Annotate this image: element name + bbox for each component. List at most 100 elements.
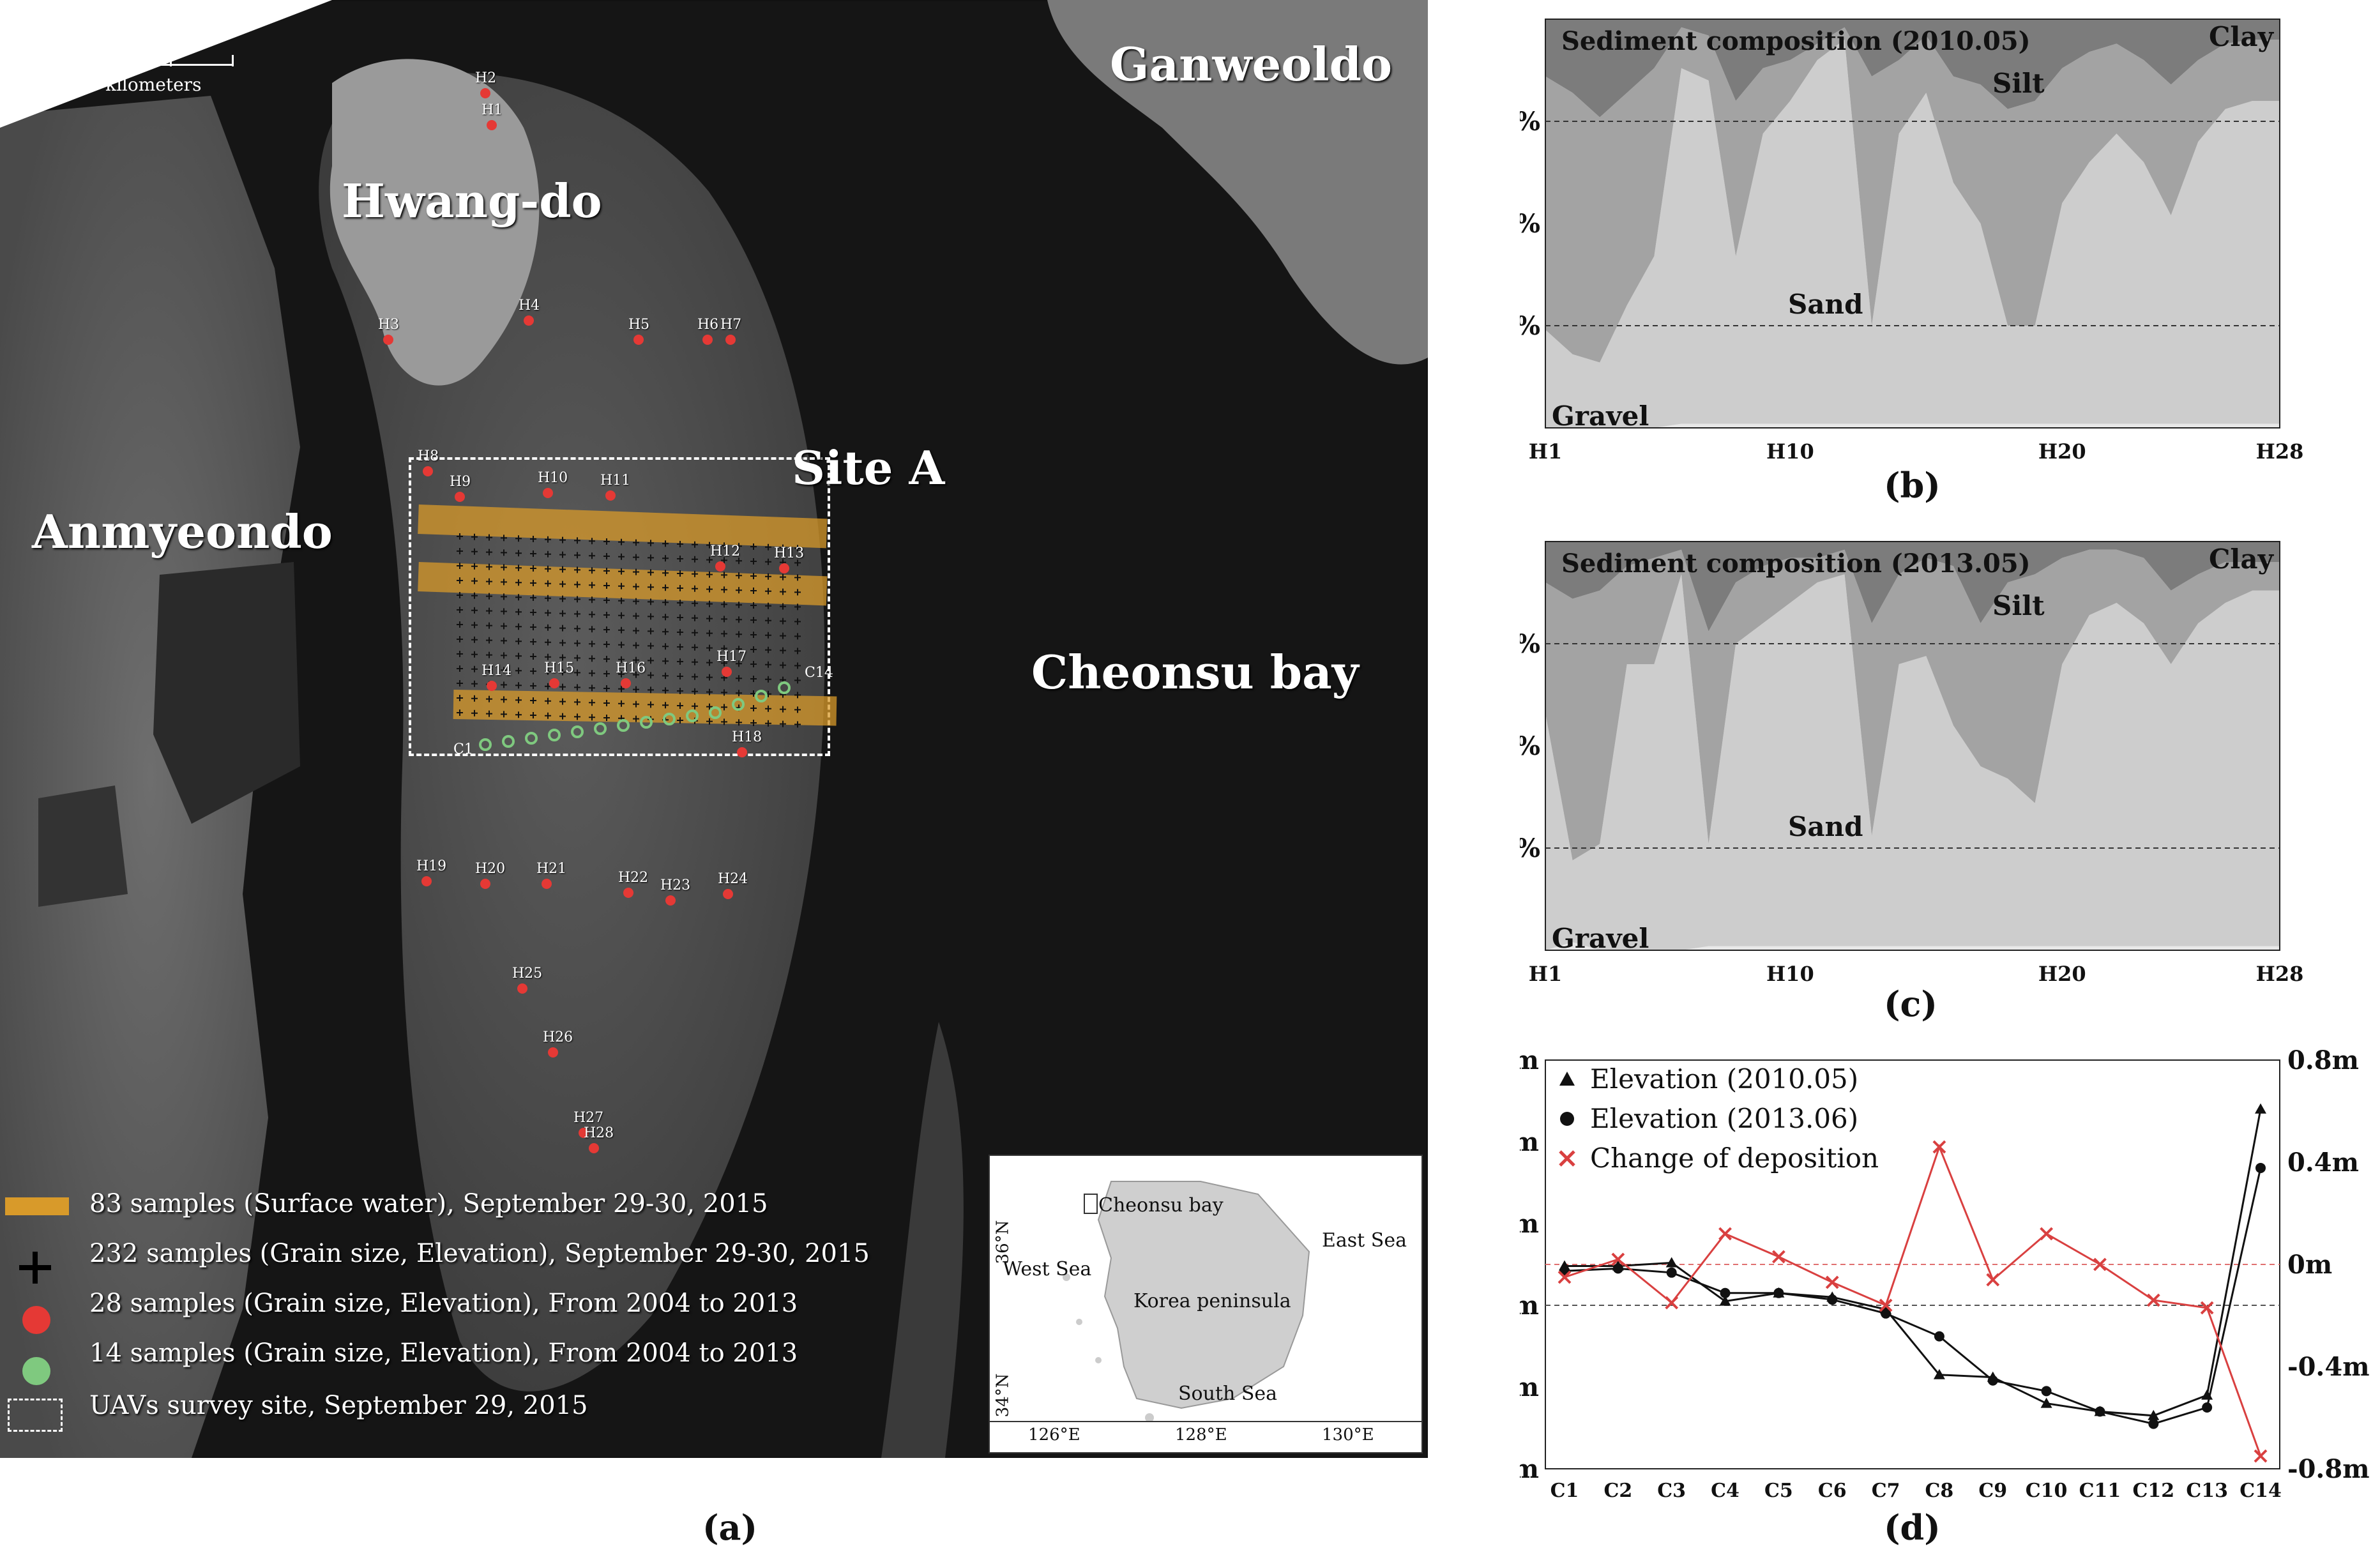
sediment-chart-2013: 25% 50% 75% H1 H10 H20 H28 Sediment composition… — [1520, 541, 2304, 986]
x-tick-label: H20 — [2038, 962, 2086, 986]
legend-label: Elevation (2010.05) — [1590, 1063, 1858, 1095]
x-point — [2040, 1227, 2054, 1241]
legend-text: 28 samples (Grain size, Elevation), From… — [89, 1289, 798, 1318]
inset-label-cheonsu: Cheonsu bay — [1098, 1194, 1224, 1217]
silt-label: Silt — [1992, 590, 2045, 621]
elevation-chart: 3m 2m 1m 0m -1m -2m 0.8m 0.4m 0m -0.4m -0.8m C1 C2 C3… — [1520, 1045, 2370, 1501]
site-label: H4 — [519, 298, 540, 314]
dashed-box-icon — [8, 1399, 63, 1432]
x-tick-label: H20 — [2038, 439, 2086, 464]
site-label: H1 — [481, 102, 503, 118]
inset-label-west-sea: West Sea — [1003, 1258, 1092, 1280]
x-tick-label: C13 — [2186, 1480, 2228, 1501]
gravel-area — [1545, 423, 2280, 428]
y-tick-label: 75% — [1520, 629, 1540, 659]
site-label: H23 — [660, 877, 691, 893]
y-tick-label: 50% — [1520, 731, 1540, 761]
scale-tick — [232, 55, 234, 66]
circle-point — [2041, 1386, 2052, 1397]
panel-label-c: (c) — [1884, 983, 1937, 1024]
inset-lat-tick: 34°N — [993, 1373, 1013, 1418]
circle-point — [1720, 1287, 1731, 1298]
site-marker-h8 — [423, 466, 433, 476]
site-marker-h19 — [421, 876, 432, 886]
series-line — [1564, 1167, 2262, 1425]
inset-lon-tick: 128°E — [1175, 1425, 1227, 1445]
ganweoldo-land — [1047, 0, 1428, 365]
silt-area — [1545, 27, 2280, 363]
site-label: H11 — [600, 473, 631, 489]
green-dot-icon — [22, 1357, 50, 1385]
site-label: H13 — [774, 545, 805, 561]
x-point — [2146, 1293, 2160, 1307]
y-right-tick-label: -0.8m — [2287, 1454, 2370, 1484]
site-label: H18 — [732, 729, 762, 745]
site-label: H21 — [536, 861, 567, 877]
site-marker-h22 — [623, 888, 633, 898]
site-marker-h16 — [621, 678, 631, 688]
y-tick-label: 25% — [1520, 833, 1540, 863]
site-marker-h9 — [455, 492, 465, 502]
scale-line — [45, 64, 233, 66]
plot-frame — [1545, 541, 2280, 951]
inset-lon-tick: 126°E — [1028, 1425, 1080, 1445]
place-hwangdo: Hwang-do — [342, 174, 602, 228]
site-marker-h12 — [715, 561, 725, 572]
x-point — [1771, 1250, 1785, 1264]
x-tick-label: C6 — [1818, 1480, 1847, 1501]
salt-field-2 — [38, 785, 128, 907]
series-line — [1564, 1144, 2262, 1457]
scale-unit: kilometers — [105, 74, 202, 95]
x-point — [2200, 1301, 2214, 1315]
x-tick-label: H10 — [1766, 962, 1814, 986]
scale-tick-label: 0.5 — [217, 13, 248, 35]
x-tick-label: H28 — [2256, 439, 2304, 464]
uav-survey-box — [409, 457, 830, 756]
site-label: H25 — [512, 966, 543, 982]
site-label: H6 — [697, 317, 719, 333]
y-left-tick-label: 0m — [1520, 1291, 1539, 1321]
site-marker-h10 — [543, 488, 553, 498]
circle-point — [2255, 1162, 2266, 1173]
chart-title: Sediment composition (2013.05) — [1561, 549, 2031, 579]
circle-point — [2095, 1406, 2105, 1417]
map-panel: H1 H2 H3 H4 H5 H6 H7 H8 H9 H10 H11 H12 H13 H14 H15 H16 H… — [0, 0, 1428, 1458]
x-point — [2093, 1257, 2107, 1271]
place-anmyeondo: Anmyeondo — [32, 504, 333, 559]
site-label: H10 — [538, 470, 568, 486]
y-right-tick-label: 0m — [2287, 1250, 2332, 1280]
silt-label: Silt — [1992, 68, 2045, 99]
x-tick-label: H28 — [2256, 962, 2304, 986]
sand-area — [1545, 40, 2280, 428]
triangle-point — [1665, 1257, 1678, 1268]
circle-point — [2148, 1418, 2159, 1429]
x-tick-label: C7 — [1872, 1480, 1900, 1501]
site-marker-h5 — [633, 335, 644, 345]
y-left-tick-label: -2m — [1520, 1454, 1539, 1484]
site-marker-h17 — [722, 667, 732, 677]
place-ganweoldo: Ganweoldo — [1110, 37, 1393, 91]
x-tick-label: C3 — [1657, 1480, 1686, 1501]
salt-field — [153, 562, 300, 824]
legend-label: Change of deposition — [1590, 1142, 1879, 1174]
x-tick-label: H1 — [1529, 962, 1563, 986]
site-marker-h13 — [779, 563, 789, 573]
legend-triangle-icon — [1559, 1072, 1575, 1086]
inset-map: Cheonsu bay West Sea East Sea Korea peni… — [989, 1155, 1423, 1453]
legend-label: Elevation (2013.06) — [1590, 1103, 1858, 1134]
chart-title: Sediment composition (2010.05) — [1561, 26, 2031, 56]
x-point — [1558, 1270, 1572, 1284]
site-label: H15 — [544, 660, 575, 676]
legend-x-icon — [1559, 1150, 1575, 1167]
place-cheonsu-bay: Cheonsu bay — [1031, 645, 1359, 699]
place-site-a: Site A — [792, 441, 945, 495]
triangle-point — [2148, 1409, 2160, 1420]
inset-label-east-sea: East Sea — [1322, 1229, 1407, 1252]
orange-band-icon — [5, 1197, 69, 1215]
site-marker-h11 — [605, 490, 616, 501]
site-marker-h3 — [383, 335, 393, 345]
sand-label: Sand — [1788, 289, 1863, 320]
x-tick-label: C10 — [2026, 1480, 2068, 1501]
triangle-point — [1719, 1295, 1731, 1306]
x-tick-label: H1 — [1529, 439, 1563, 464]
